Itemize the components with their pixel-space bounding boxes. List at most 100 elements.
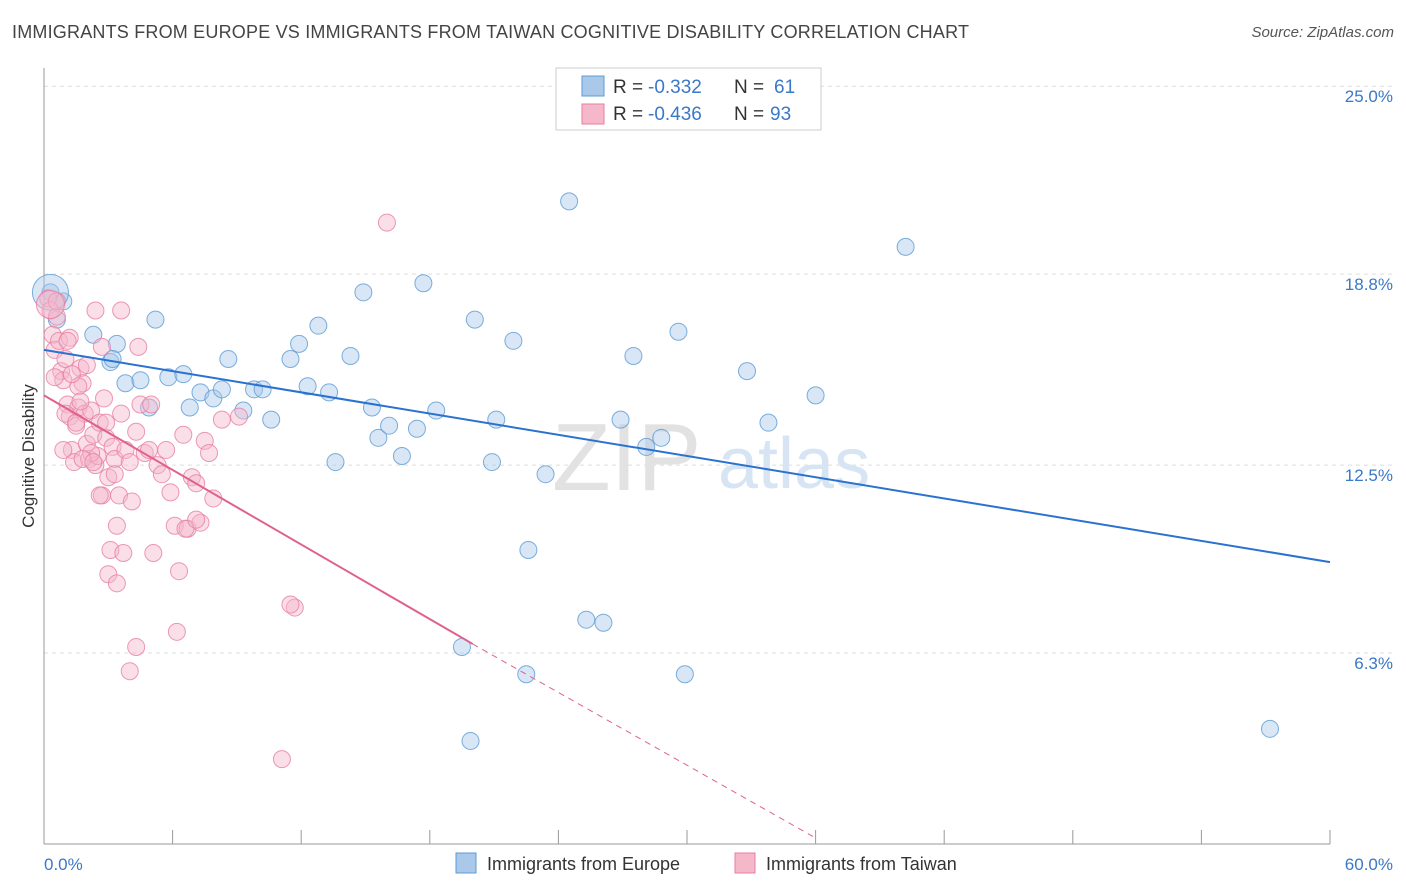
europe-point <box>262 410 281 429</box>
taiwan-point <box>62 365 81 384</box>
europe-point <box>107 334 126 353</box>
europe-point <box>341 346 360 365</box>
y-axis-label: Cognitive Disability <box>19 384 38 528</box>
europe-point <box>536 465 555 484</box>
europe-series <box>31 101 1279 750</box>
y-tick-label: 6.3% <box>1354 654 1393 673</box>
taiwan-point <box>95 389 114 408</box>
taiwan-r-label: R = <box>613 104 643 125</box>
taiwan-point <box>230 407 249 426</box>
europe-point <box>519 540 538 559</box>
europe-point <box>806 386 825 405</box>
europe-point <box>380 416 399 435</box>
europe-point <box>116 374 135 393</box>
taiwan-point <box>281 595 300 614</box>
taiwan-point <box>86 301 105 320</box>
taiwan-point <box>174 425 193 444</box>
taiwan-point <box>127 637 146 656</box>
europe-point <box>281 350 300 368</box>
europe-point <box>326 453 345 472</box>
x-tick-label: 60.0% <box>1345 855 1393 874</box>
taiwan-point <box>120 453 139 472</box>
taiwan-point <box>54 440 73 459</box>
europe-point <box>146 310 165 329</box>
taiwan-point <box>161 483 180 502</box>
europe-point <box>1260 719 1279 738</box>
x-tick-label: 0.0% <box>44 855 83 874</box>
taiwan-point <box>129 337 148 356</box>
taiwan-point <box>73 450 92 469</box>
europe-point <box>212 380 231 399</box>
europe-point <box>159 368 178 387</box>
taiwan-r-value: -0.436 <box>648 104 702 125</box>
taiwan-swatch <box>581 103 605 125</box>
stats-legend: R = -0.332 N = 61 R = -0.436 N = 93 <box>555 67 822 131</box>
taiwan-trend-line <box>43 394 474 645</box>
y-tick-label: 25.0% <box>1345 87 1393 106</box>
taiwan-point <box>112 404 131 423</box>
europe-n-label: N = <box>734 77 764 98</box>
taiwan-point <box>152 465 171 484</box>
legend-europe-swatch <box>455 852 477 874</box>
europe-point <box>461 731 480 750</box>
taiwan-point <box>112 301 131 320</box>
europe-point <box>517 665 536 684</box>
taiwan-point <box>105 465 124 484</box>
europe-point <box>392 447 411 465</box>
taiwan-point <box>122 492 141 511</box>
taiwan-point <box>92 337 111 356</box>
taiwan-point <box>77 434 96 453</box>
tick-labels: 6.3% 12.5% 18.8% 25.0% 0.0% 60.0% <box>44 87 1393 874</box>
europe-point <box>180 398 199 417</box>
europe-point <box>675 665 694 684</box>
europe-point <box>560 192 579 211</box>
europe-point <box>407 419 426 438</box>
europe-point <box>624 346 643 365</box>
taiwan-point <box>272 750 291 769</box>
europe-point <box>362 398 381 417</box>
europe-point <box>354 283 373 302</box>
europe-point <box>504 331 523 350</box>
taiwan-point <box>71 392 90 411</box>
europe-point <box>594 613 613 632</box>
taiwan-point <box>127 422 146 441</box>
europe-point <box>414 274 433 293</box>
legend-europe-label: Immigrants from Europe <box>487 854 680 874</box>
taiwan-point <box>47 292 66 311</box>
gridlines <box>44 85 1392 654</box>
europe-point <box>611 410 630 429</box>
taiwan-point <box>107 574 126 593</box>
taiwan-point <box>77 356 96 375</box>
taiwan-point <box>45 368 64 387</box>
europe-point <box>465 310 484 329</box>
taiwan-point <box>187 510 206 529</box>
europe-r-value: -0.332 <box>648 77 702 98</box>
europe-n-value: 61 <box>774 77 795 98</box>
watermark-atlas: atlas <box>718 424 870 504</box>
taiwan-series <box>35 213 396 769</box>
europe-point <box>253 380 272 399</box>
taiwan-point <box>120 662 139 681</box>
taiwan-point <box>131 395 150 414</box>
watermark: ZIP atlas <box>552 404 870 511</box>
europe-trend-line <box>43 348 1331 564</box>
taiwan-n-value: 93 <box>770 104 791 125</box>
europe-point <box>896 237 915 256</box>
legend-taiwan-label: Immigrants from Taiwan <box>766 854 957 874</box>
europe-point <box>652 428 671 447</box>
taiwan-point-cluster <box>35 289 65 319</box>
europe-point <box>309 316 328 335</box>
europe-point <box>669 322 688 341</box>
europe-point <box>759 413 778 432</box>
taiwan-point <box>212 410 231 429</box>
chart-source: Source: ZipAtlas.com <box>1251 24 1394 41</box>
taiwan-point <box>167 622 186 641</box>
taiwan-point <box>90 486 109 505</box>
taiwan-point <box>58 331 77 350</box>
taiwan-point <box>114 544 133 562</box>
chart-title: IMMIGRANTS FROM EUROPE VS IMMIGRANTS FRO… <box>12 22 970 42</box>
taiwan-point <box>170 562 189 581</box>
europe-r-label: R = <box>613 77 643 98</box>
